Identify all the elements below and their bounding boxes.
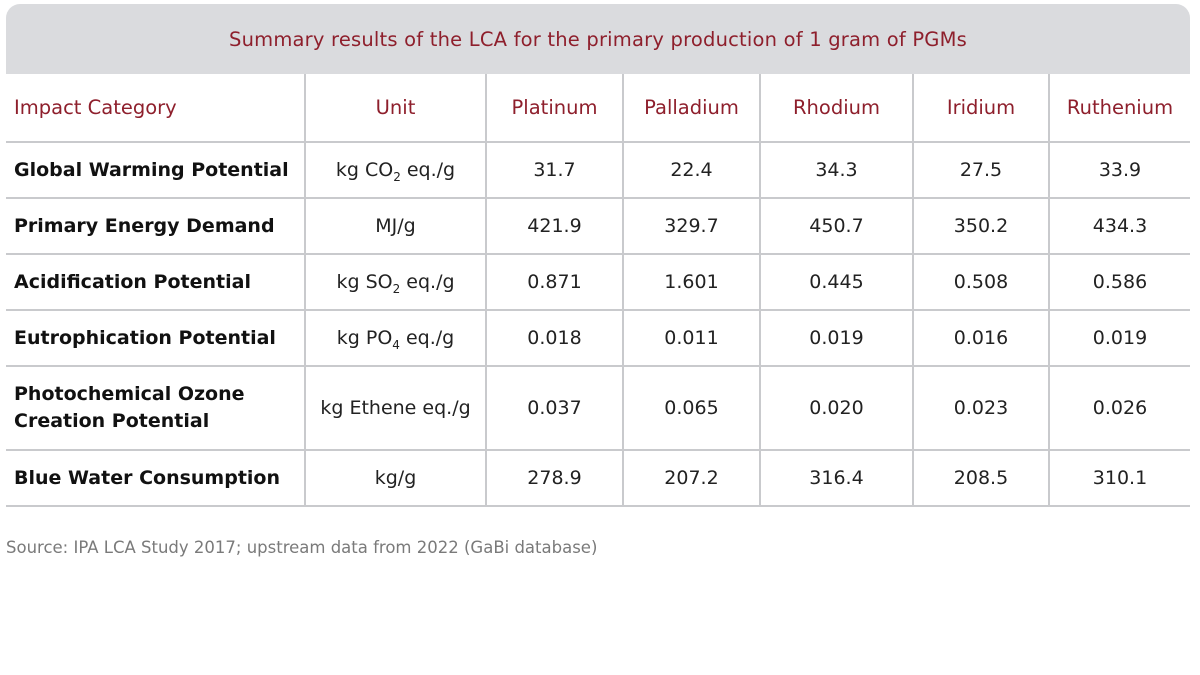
cell-ruthenium: 0.586 <box>1048 253 1190 311</box>
source-note: Source: IPA LCA Study 2017; upstream dat… <box>6 538 598 557</box>
header-palladium: Palladium <box>622 74 761 143</box>
cell-rhodium: 34.3 <box>759 141 914 199</box>
table-row: Primary Energy Demand MJ/g 421.9 329.7 4… <box>6 197 1190 255</box>
header-rhodium: Rhodium <box>759 74 914 143</box>
row-category: Global Warming Potential <box>6 141 306 199</box>
row-category: Eutrophication Potential <box>6 309 306 367</box>
header-impact-category: Impact Category <box>6 74 306 143</box>
cell-palladium: 22.4 <box>622 141 761 199</box>
lca-summary-table: Summary results of the LCA for the prima… <box>6 4 1190 507</box>
row-unit: kg PO4 eq./g <box>304 309 487 367</box>
cell-iridium: 0.023 <box>912 365 1050 451</box>
header-platinum: Platinum <box>485 74 624 143</box>
row-unit: MJ/g <box>304 197 487 255</box>
row-category: Blue Water Consumption <box>6 449 306 507</box>
row-unit: kg SO2 eq./g <box>304 253 487 311</box>
cell-palladium: 0.011 <box>622 309 761 367</box>
cell-iridium: 0.508 <box>912 253 1050 311</box>
table-row: Global Warming Potential kg CO2 eq./g 31… <box>6 141 1190 199</box>
cell-platinum: 0.018 <box>485 309 624 367</box>
cell-rhodium: 316.4 <box>759 449 914 507</box>
table-row: Eutrophication Potential kg PO4 eq./g 0.… <box>6 309 1190 367</box>
cell-platinum: 0.037 <box>485 365 624 451</box>
cell-platinum: 421.9 <box>485 197 624 255</box>
cell-palladium: 207.2 <box>622 449 761 507</box>
cell-iridium: 27.5 <box>912 141 1050 199</box>
row-unit: kg/g <box>304 449 487 507</box>
cell-platinum: 0.871 <box>485 253 624 311</box>
header-unit: Unit <box>304 74 487 143</box>
cell-ruthenium: 434.3 <box>1048 197 1190 255</box>
results-table: Impact Category Unit Platinum Palladium … <box>6 74 1190 507</box>
cell-palladium: 1.601 <box>622 253 761 311</box>
cell-rhodium: 0.019 <box>759 309 914 367</box>
cell-platinum: 278.9 <box>485 449 624 507</box>
table-row: Photochemical Ozone Creation Potential k… <box>6 365 1190 451</box>
row-unit: kg Ethene eq./g <box>304 365 487 451</box>
cell-iridium: 0.016 <box>912 309 1050 367</box>
table-row: Blue Water Consumption kg/g 278.9 207.2 … <box>6 449 1190 507</box>
header-row: Impact Category Unit Platinum Palladium … <box>6 74 1190 143</box>
table-title: Summary results of the LCA for the prima… <box>6 4 1190 74</box>
cell-iridium: 350.2 <box>912 197 1050 255</box>
cell-rhodium: 450.7 <box>759 197 914 255</box>
cell-ruthenium: 0.019 <box>1048 309 1190 367</box>
cell-ruthenium: 33.9 <box>1048 141 1190 199</box>
row-category: Acidification Potential <box>6 253 306 311</box>
cell-palladium: 0.065 <box>622 365 761 451</box>
row-category: Primary Energy Demand <box>6 197 306 255</box>
cell-palladium: 329.7 <box>622 197 761 255</box>
cell-ruthenium: 310.1 <box>1048 449 1190 507</box>
cell-platinum: 31.7 <box>485 141 624 199</box>
cell-rhodium: 0.445 <box>759 253 914 311</box>
row-category: Photochemical Ozone Creation Potential <box>6 365 306 451</box>
cell-iridium: 208.5 <box>912 449 1050 507</box>
row-unit: kg CO2 eq./g <box>304 141 487 199</box>
table-row: Acidification Potential kg SO2 eq./g 0.8… <box>6 253 1190 311</box>
header-iridium: Iridium <box>912 74 1050 143</box>
cell-ruthenium: 0.026 <box>1048 365 1190 451</box>
header-ruthenium: Ruthenium <box>1048 74 1190 143</box>
cell-rhodium: 0.020 <box>759 365 914 451</box>
